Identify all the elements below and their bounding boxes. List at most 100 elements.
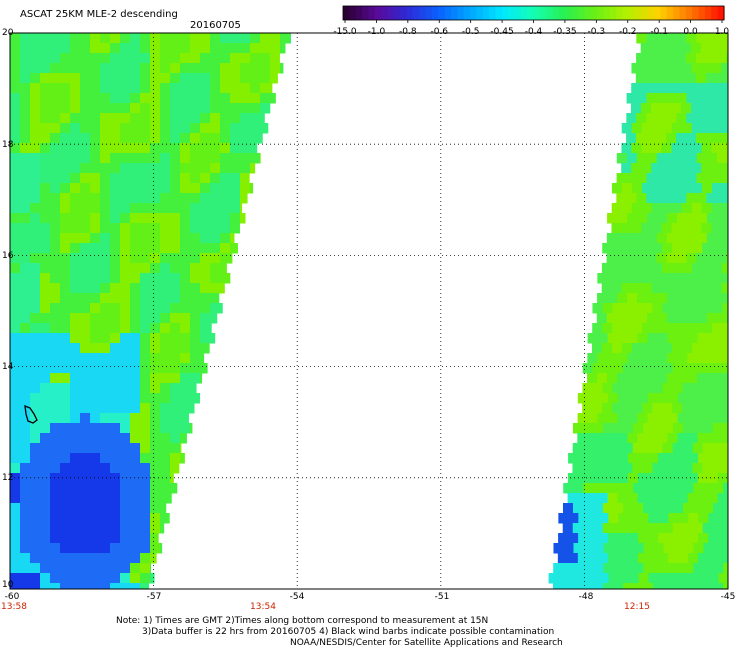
wind-cell — [210, 253, 221, 264]
wind-cell — [120, 553, 131, 564]
wind-cell — [40, 413, 51, 424]
wind-cell — [80, 433, 91, 444]
wind-cell — [80, 553, 91, 564]
wind-cell — [616, 173, 628, 184]
wind-cell — [657, 373, 668, 384]
wind-cell — [646, 253, 658, 264]
wind-cell — [646, 93, 658, 104]
lat-tick-12: 12 — [2, 473, 14, 483]
wind-cell — [80, 53, 91, 64]
wind-cell — [651, 143, 662, 154]
wind-cell — [80, 313, 91, 324]
wind-cell — [150, 43, 161, 54]
wind-cell — [110, 443, 121, 454]
wind-cell — [90, 273, 101, 284]
wind-cell — [40, 173, 51, 184]
wind-cell — [80, 463, 91, 474]
wind-cell — [110, 183, 121, 194]
wind-cell — [160, 333, 171, 344]
wind-cell — [120, 183, 131, 194]
wind-cell — [612, 243, 623, 254]
wind-cell — [648, 533, 659, 544]
wind-cell — [717, 473, 729, 484]
wind-cell — [723, 483, 729, 494]
wind-cell — [70, 93, 81, 104]
wind-cell — [200, 323, 211, 334]
wind-cell — [100, 323, 111, 334]
wind-cell — [636, 153, 648, 164]
wind-cell — [120, 63, 131, 74]
wind-cell — [691, 183, 703, 194]
wind-cell — [563, 543, 574, 554]
wind-cell — [20, 513, 31, 524]
wind-cell — [180, 213, 191, 224]
wind-cell — [697, 413, 709, 424]
wind-cell — [582, 443, 594, 454]
wind-cell — [60, 33, 71, 44]
wind-cell — [110, 473, 121, 484]
wind-cell — [130, 543, 141, 554]
wind-cell — [90, 353, 101, 364]
wind-cell — [10, 123, 21, 134]
wind-cell — [50, 283, 61, 294]
wind-cell — [697, 473, 709, 484]
wind-cell — [678, 453, 689, 464]
wind-cell — [150, 493, 161, 504]
wind-cell — [200, 263, 211, 274]
wind-cell — [686, 253, 698, 264]
wind-cell — [698, 573, 710, 584]
wind-cell — [647, 393, 659, 404]
wind-cell — [626, 133, 637, 144]
wind-cell — [120, 453, 131, 464]
wind-cell — [10, 113, 21, 124]
wind-cell — [170, 123, 181, 134]
wind-cell — [30, 463, 41, 474]
wind-cell — [210, 133, 221, 144]
wind-cell — [648, 453, 659, 464]
wind-cell — [626, 253, 638, 264]
wind-cell — [100, 433, 111, 444]
wind-cell — [290, 33, 292, 44]
wind-cell — [10, 133, 21, 144]
wind-cell — [573, 563, 584, 574]
wind-cell — [702, 583, 714, 590]
wind-cell — [662, 523, 674, 534]
wind-cell — [230, 183, 241, 194]
wind-cell — [150, 463, 161, 474]
wind-cell — [110, 403, 121, 414]
wind-cell — [681, 343, 693, 354]
wind-cell — [611, 223, 622, 234]
wind-cell — [622, 443, 634, 454]
wind-cell — [130, 353, 141, 364]
wind-cell — [60, 193, 71, 204]
wind-cell — [180, 453, 185, 464]
wind-cell — [70, 263, 81, 274]
wind-cell — [711, 343, 723, 354]
wind-cell — [596, 313, 608, 324]
wind-cell — [80, 343, 91, 354]
wind-cell — [672, 463, 683, 474]
wind-cell — [30, 543, 41, 554]
wind-cell — [60, 213, 71, 224]
wind-cell — [662, 443, 674, 454]
wind-cell — [60, 103, 71, 114]
wind-cell — [110, 343, 121, 354]
wind-cell — [10, 483, 21, 494]
wind-cell — [636, 253, 648, 264]
wind-cell — [616, 153, 628, 164]
wind-cell — [703, 563, 714, 574]
wind-cell — [706, 233, 718, 244]
wind-cell — [170, 483, 178, 494]
wind-cell — [60, 323, 71, 334]
wind-cell — [170, 33, 181, 44]
wind-cell — [140, 513, 151, 524]
wind-cell — [60, 73, 71, 84]
wind-cell — [80, 373, 91, 384]
wind-cell — [130, 333, 141, 344]
colorbar-segment — [692, 6, 700, 20]
wind-cell — [641, 283, 653, 294]
wind-cell — [100, 93, 111, 104]
wind-cell — [190, 273, 201, 284]
wind-cell — [80, 523, 91, 534]
wind-cell — [10, 513, 21, 524]
